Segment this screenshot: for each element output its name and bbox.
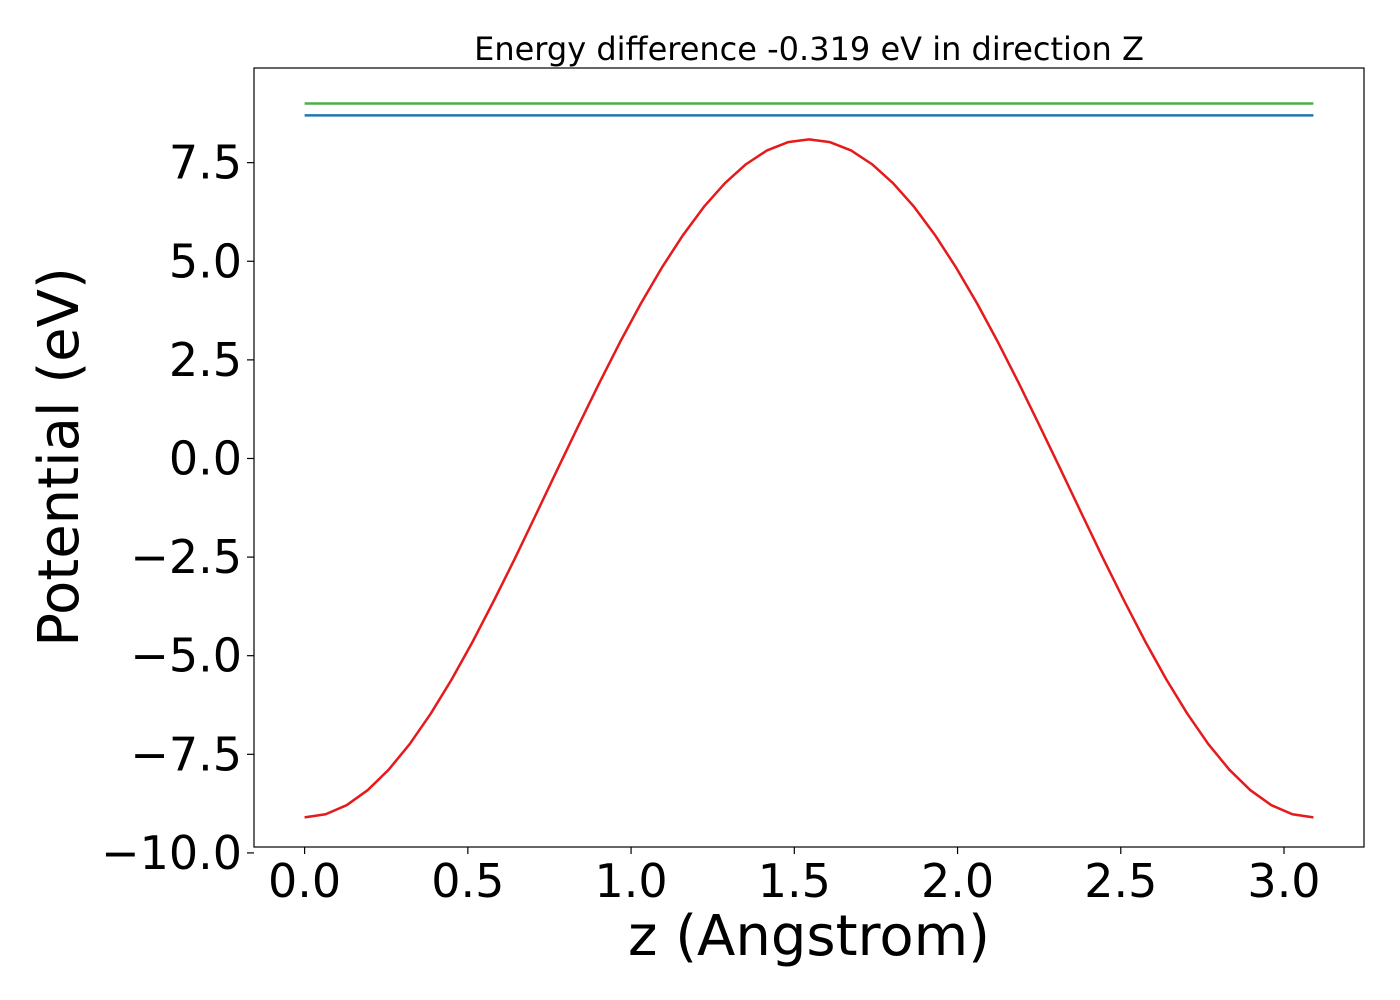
y-tick-label: 7.5 — [169, 136, 242, 190]
series-line-1 — [304, 138, 1314, 819]
y-axis: −10.0 −7.5 −5.0 −2.5 0.0 2.5 5.0 7.5 — [101, 136, 254, 880]
x-tick-label: 1.5 — [758, 854, 831, 908]
x-axis: 0.0 0.5 1.0 1.5 2.0 2.5 3.0 — [268, 847, 1321, 908]
x-tick-label: 1.0 — [594, 854, 667, 908]
chart-title: Energy difference -0.319 eV in direction… — [474, 30, 1144, 68]
y-tick-label: 5.0 — [169, 234, 242, 288]
y-tick-label: −5.0 — [130, 629, 242, 683]
x-tick-label: 3.0 — [1247, 854, 1320, 908]
y-tick-label: −2.5 — [130, 530, 242, 584]
y-tick-label: −10.0 — [101, 826, 242, 880]
plot-frame — [253, 67, 1365, 848]
x-tick-label: 2.0 — [921, 854, 994, 908]
series-layer — [304, 102, 1314, 819]
x-tick-label: 0.5 — [431, 854, 504, 908]
y-axis-label: Potential (eV) — [27, 267, 92, 647]
x-tick-label: 0.0 — [268, 854, 341, 908]
x-tick-label: 2.5 — [1084, 854, 1157, 908]
y-tick-label: 2.5 — [169, 333, 242, 387]
x-axis-label: z (Angstrom) — [628, 904, 990, 969]
y-tick-label: 0.0 — [169, 431, 242, 485]
y-tick-label: −7.5 — [130, 727, 242, 781]
